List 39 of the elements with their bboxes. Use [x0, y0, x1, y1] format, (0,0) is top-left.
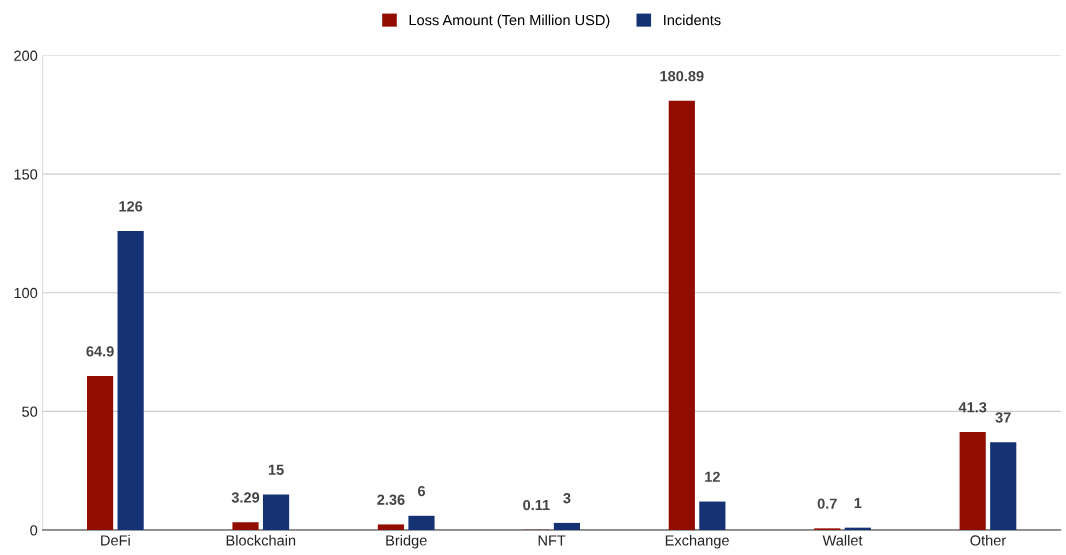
data-label: 6	[417, 485, 426, 497]
x-tick-label: Other	[970, 534, 1006, 546]
x-tick-label: Wallet	[822, 534, 863, 546]
y-tick-label: 200	[14, 50, 38, 61]
legend-label: Loss Amount (Ten Million USD)	[409, 14, 610, 29]
x-tick-label: NFT	[538, 535, 566, 546]
bar	[408, 515, 435, 531]
x-tick-label: Bridge	[386, 534, 427, 549]
data-label: 64.9	[86, 346, 114, 357]
bar	[232, 522, 259, 531]
bar	[668, 100, 695, 531]
data-label: 3	[563, 493, 571, 504]
x-tick-label: Blockchain	[226, 534, 296, 546]
y-tick-label: 150	[14, 169, 38, 180]
data-label: 2.36	[377, 494, 405, 505]
y-tick-label: 0	[30, 525, 38, 536]
y-tick-label: 50	[22, 406, 38, 417]
y-tick-label: 100	[14, 287, 38, 299]
bar	[990, 442, 1017, 531]
data-label: 1	[854, 497, 862, 508]
data-label: 15	[268, 464, 284, 475]
x-tick-label: Exchange	[665, 534, 729, 549]
bar	[262, 494, 290, 531]
data-label: 41.3	[958, 402, 987, 413]
bar	[553, 522, 581, 531]
bar	[377, 524, 405, 531]
data-label: 37	[995, 412, 1011, 423]
x-tick-label: DeFi	[101, 534, 130, 546]
data-label: 0.7	[817, 498, 837, 509]
bar	[87, 376, 114, 531]
data-label: 12	[705, 471, 720, 482]
bar	[699, 501, 726, 531]
data-label: 3.29	[231, 492, 260, 503]
data-label: 0.11	[523, 499, 550, 511]
data-label: 126	[119, 201, 143, 212]
data-label: 180.89	[660, 70, 704, 82]
bar	[959, 432, 986, 531]
legend-label: Incidents	[664, 14, 721, 26]
bar	[117, 231, 144, 531]
